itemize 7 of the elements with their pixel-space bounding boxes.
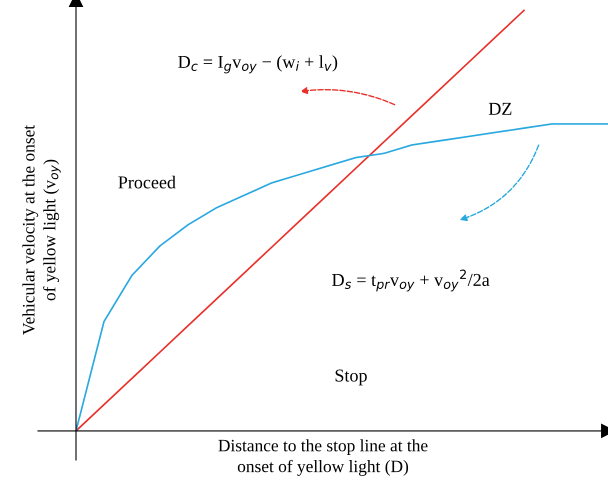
text: D$_{s}$ = t$_{pr}$v$_{oy}$ + v$_{oy}$$^{2}$/2a (332, 270, 490, 292)
y-axis-title: Vehicular velocity at the onset of yellow light (v$_{oy}$) (22, 124, 61, 335)
text: D$_{c}$ = I$_{g}$v$_{oy}$ − (w$_{i}$ + l$_{v}$) (178, 55, 338, 74)
annotation: Stop (336, 370, 367, 386)
annotation: DZ (488, 102, 512, 115)
x-axis-title: Distance to the stop line at the onset of yellow light (D) (218, 439, 428, 476)
annotation: Proceed (118, 176, 176, 188)
